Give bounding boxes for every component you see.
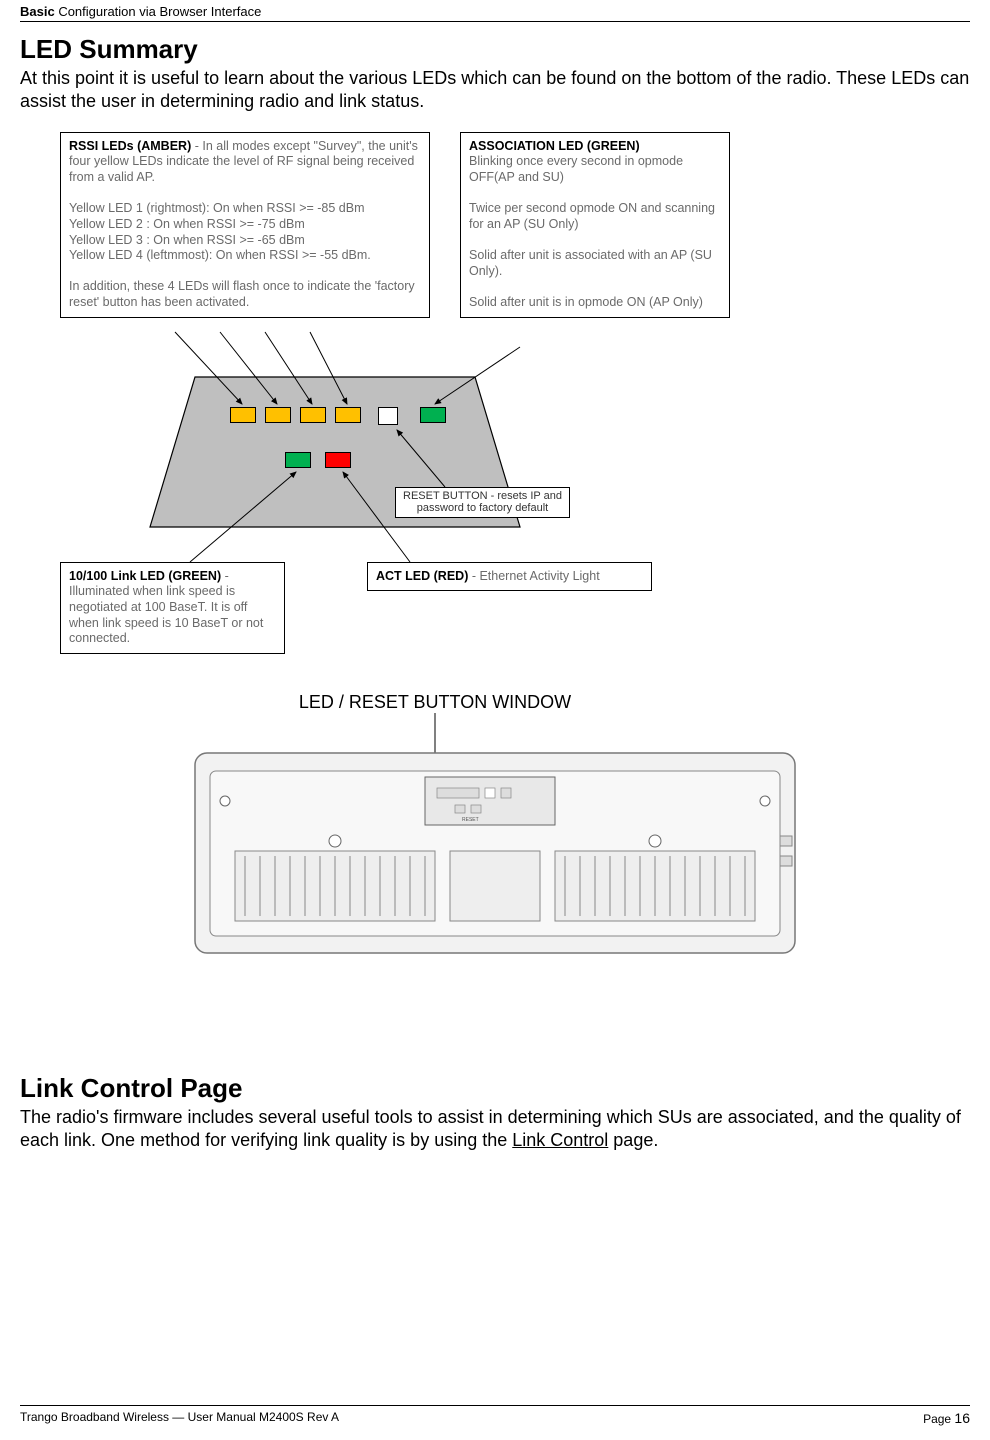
assoc-l4: Solid after unit is in opmode ON (AP Onl… <box>469 295 703 309</box>
device-bottom-illustration: RESET <box>185 741 805 971</box>
rssi-led-4 <box>230 407 256 423</box>
link-control-body-pre: The radio's firmware includes several us… <box>20 1107 961 1150</box>
rssi-body2: In addition, these 4 LEDs will flash onc… <box>69 279 415 309</box>
act-led-title: ACT LED (RED) <box>376 569 468 583</box>
footer-right: Page 16 <box>923 1410 970 1426</box>
footer-left: Trango Broadband Wireless — User Manual … <box>20 1410 339 1426</box>
rssi-line3: Yellow LED 3 : On when RSSI >= -65 dBm <box>69 233 305 247</box>
assoc-l1: Blinking once every second in opmode OFF… <box>469 154 683 184</box>
header-rest: Configuration via Browser Interface <box>55 4 262 19</box>
led-diagram: RSSI LEDs (AMBER) - In all modes except … <box>60 132 810 692</box>
act-led-body: - Ethernet Activity Light <box>468 569 599 583</box>
link-control-body-post: page. <box>608 1130 658 1150</box>
act-led <box>325 452 351 468</box>
rssi-line2: Yellow LED 2 : On when RSSI >= -75 dBm <box>69 217 305 231</box>
link-led-title: 10/100 Link LED (GREEN) <box>69 569 221 583</box>
link-led <box>285 452 311 468</box>
led-summary-intro: At this point it is useful to learn abou… <box>20 67 970 114</box>
assoc-title: ASSOCIATION LED (GREEN) <box>469 139 640 153</box>
link-control-title: Link Control Page <box>20 1073 970 1104</box>
page-footer: Trango Broadband Wireless — User Manual … <box>20 1405 970 1426</box>
act-led-callout: ACT LED (RED) - Ethernet Activity Light <box>367 562 652 592</box>
association-led <box>420 407 446 423</box>
reset-caption-text: RESET BUTTON - resets IP and password to… <box>403 490 562 515</box>
rssi-led-2 <box>300 407 326 423</box>
assoc-callout: ASSOCIATION LED (GREEN) Blinking once ev… <box>460 132 730 318</box>
rssi-line1: Yellow LED 1 (rightmost): On when RSSI >… <box>69 201 365 215</box>
rssi-title: RSSI LEDs (AMBER) <box>69 139 191 153</box>
caption-pointer <box>60 713 810 733</box>
led-window-caption: LED / RESET BUTTON WINDOW <box>60 692 810 713</box>
rssi-line4: Yellow LED 4 (leftmmost): On when RSSI >… <box>69 248 371 262</box>
rssi-led-3 <box>265 407 291 423</box>
reset-caption: RESET BUTTON - resets IP and password to… <box>395 487 570 518</box>
link-control-link: Link Control <box>512 1130 608 1150</box>
led-summary-title: LED Summary <box>20 34 970 65</box>
assoc-l3: Solid after unit is associated with an A… <box>469 248 712 278</box>
rssi-callout: RSSI LEDs (AMBER) - In all modes except … <box>60 132 430 318</box>
footer-page-label: Page <box>923 1412 954 1426</box>
page-header: Basic Configuration via Browser Interfac… <box>20 0 970 22</box>
footer-page-num: 16 <box>954 1410 970 1426</box>
link-control-body: The radio's firmware includes several us… <box>20 1106 970 1153</box>
assoc-l2: Twice per second opmode ON and scanning … <box>469 201 715 231</box>
reset-button[interactable] <box>378 407 398 425</box>
header-bold: Basic <box>20 4 55 19</box>
svg-text:RESET: RESET <box>462 817 479 823</box>
rssi-led-1 <box>335 407 361 423</box>
link-led-callout: 10/100 Link LED (GREEN) - Illuminated wh… <box>60 562 285 654</box>
